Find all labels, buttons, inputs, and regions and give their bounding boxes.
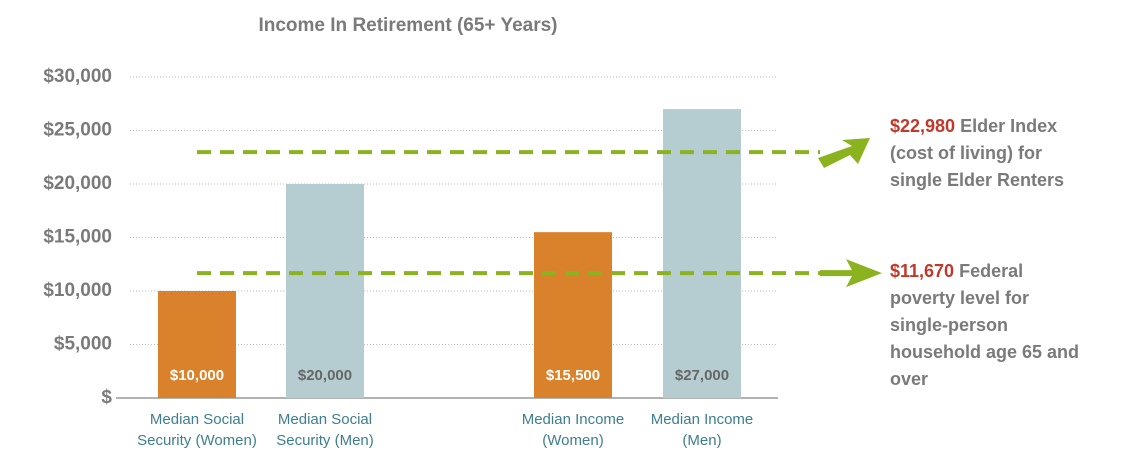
data-label: $27,000	[675, 367, 729, 384]
y-tick-label: $20,000	[43, 173, 112, 194]
y-tick-label: $10,000	[43, 280, 112, 301]
y-tick-label: $30,000	[43, 66, 112, 87]
arrow	[820, 259, 882, 288]
x-tick-label: Median Income (Men)	[650, 411, 754, 449]
bar	[534, 232, 612, 398]
chart-title: Income In Retirement (65+ Years)	[258, 15, 557, 36]
y-tick-label: $15,000	[43, 227, 112, 248]
arrow	[818, 138, 870, 168]
bar	[663, 109, 741, 398]
y-tick-label: $	[101, 387, 112, 408]
annotation-value: $11,670	[890, 261, 955, 281]
annotation-text: Elder Index (cost of living) for single …	[890, 116, 1065, 190]
data-label: $10,000	[170, 367, 224, 384]
y-tick-label: $25,000	[43, 120, 112, 141]
annotation-text: Federal poverty level for single-person …	[890, 261, 1080, 389]
x-tick-label: Median Social Security (Women)	[137, 411, 257, 449]
annotation: $11,670 Federal poverty level for single…	[890, 258, 1090, 393]
y-tick-label: $5,000	[54, 334, 112, 355]
data-label: $15,500	[546, 367, 600, 384]
annotation-value: $22,980	[890, 116, 956, 136]
bar	[158, 291, 236, 398]
x-tick-label: Median Income (Women)	[521, 411, 625, 449]
annotation: $22,980 Elder Index (cost of living) for…	[890, 113, 1090, 194]
x-tick-label: Median Social Security (Men)	[276, 411, 374, 449]
data-label: $20,000	[298, 367, 352, 384]
bar	[286, 184, 364, 398]
